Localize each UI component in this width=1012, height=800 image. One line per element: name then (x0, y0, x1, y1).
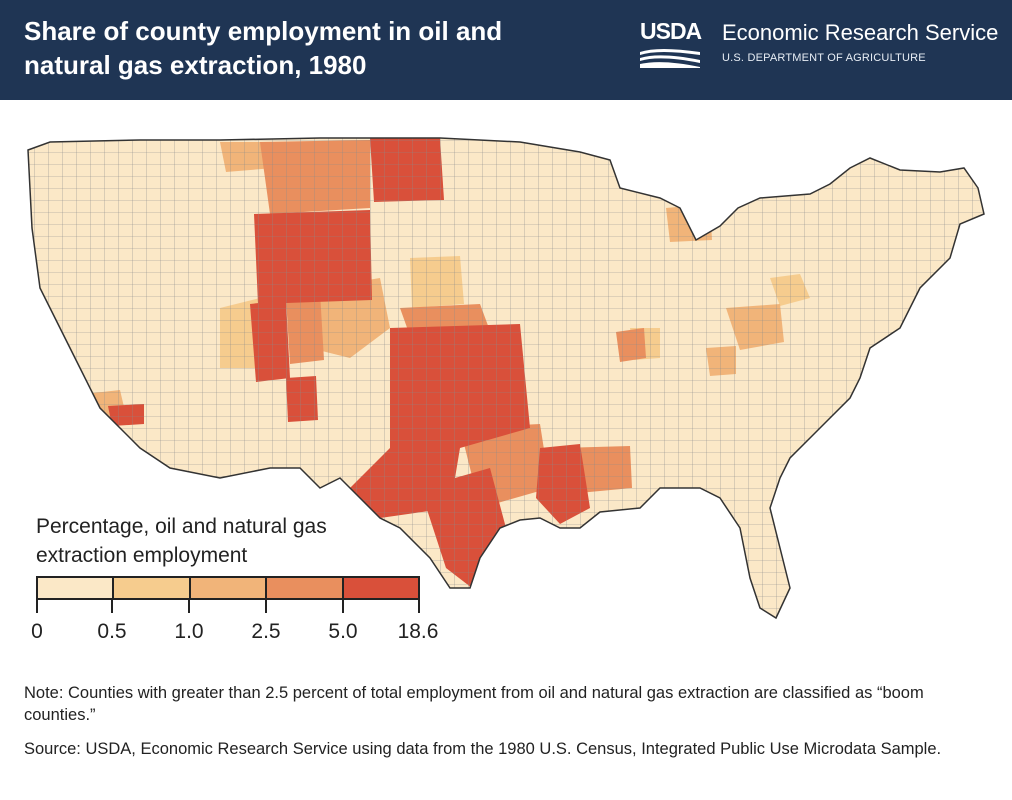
legend-break-label: 18.6 (397, 620, 439, 643)
us-county-map (27, 137, 985, 619)
legend-swatch-3 (267, 578, 344, 598)
legend-break-label: 5.0 (328, 620, 358, 643)
legend-tick (265, 600, 267, 613)
legend-title: Percentage, oil and natural gas extracti… (36, 515, 327, 567)
usda-logo (640, 49, 700, 68)
header-banner: Share of county employment in oil and na… (0, 0, 1012, 100)
legend-tick (342, 600, 344, 613)
note-text: Note: Counties with greater than 2.5 per… (24, 684, 924, 724)
legend-tick (188, 600, 190, 613)
agency-name: Economic Research Service (722, 20, 999, 45)
legend-tick (36, 600, 38, 613)
legend-break-label: 1.0 (174, 620, 204, 643)
source-text: Source: USDA, Economic Research Service … (24, 740, 942, 758)
department-name: U.S. DEPARTMENT OF AGRICULTURE (722, 52, 926, 64)
legend-ticks (36, 600, 420, 614)
legend-color-bar (36, 576, 420, 600)
legend-tick (111, 600, 113, 613)
legend-swatch-2 (190, 578, 268, 598)
legend-break-label: 0.5 (97, 620, 127, 643)
legend-swatch-4 (343, 578, 419, 598)
usda-logo-text: USDA (640, 18, 702, 44)
legend-swatch-1 (114, 578, 191, 598)
legend-break-label: 2.5 (251, 620, 281, 643)
legend-tick (418, 600, 420, 613)
chart-title: Share of county employment in oil and na… (24, 16, 503, 80)
legend-break-label: 0 (31, 620, 43, 643)
legend-swatch-0 (38, 578, 115, 598)
